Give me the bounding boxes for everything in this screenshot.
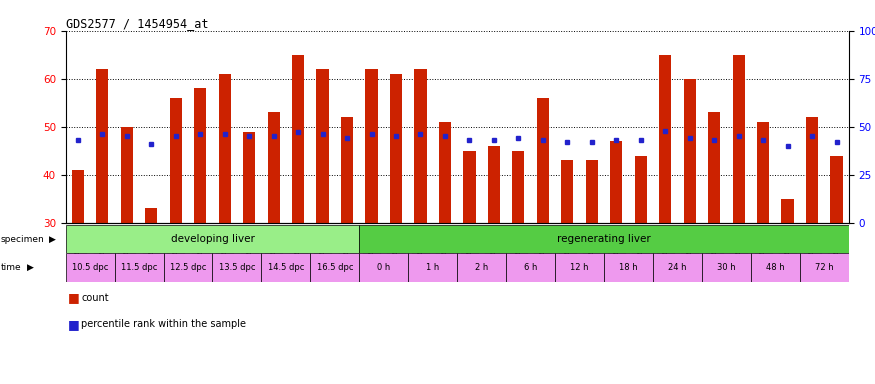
Text: 11.5 dpc: 11.5 dpc [121,263,158,272]
Bar [800,253,849,282]
Bar [341,117,354,223]
Text: 2 h: 2 h [475,263,488,272]
Text: 0 h: 0 h [377,263,390,272]
Text: 72 h: 72 h [815,263,834,272]
Bar [659,55,671,223]
Bar [506,253,555,282]
Text: ■: ■ [68,318,80,331]
Bar [292,55,304,223]
Bar [555,253,604,282]
Bar [708,112,720,223]
Bar [317,69,329,223]
Text: ■: ■ [68,291,80,304]
Bar [634,156,647,223]
Text: 12 h: 12 h [570,263,589,272]
Bar [360,225,849,253]
Bar [262,253,311,282]
Bar [702,253,751,282]
Bar [66,253,115,282]
Text: developing liver: developing liver [171,234,255,244]
Bar [194,88,206,223]
Text: 12.5 dpc: 12.5 dpc [170,263,206,272]
Text: 13.5 dpc: 13.5 dpc [219,263,256,272]
Bar [561,161,573,223]
Text: 10.5 dpc: 10.5 dpc [72,263,108,272]
Bar [219,74,231,223]
Bar [830,156,843,223]
Text: ▶: ▶ [49,235,56,243]
Bar [751,253,800,282]
Text: 1 h: 1 h [426,263,439,272]
Bar [415,69,427,223]
Bar [610,141,622,223]
Bar [487,146,500,223]
Bar [757,122,769,223]
Text: specimen: specimen [1,235,45,243]
Bar [268,112,280,223]
Bar [145,208,158,223]
Bar [121,127,133,223]
Bar [463,151,475,223]
Bar [366,69,378,223]
Text: count: count [81,293,109,303]
Bar [806,117,818,223]
Bar [585,161,598,223]
Bar [781,199,794,223]
Text: GDS2577 / 1454954_at: GDS2577 / 1454954_at [66,17,208,30]
Text: ▶: ▶ [27,263,34,272]
Bar [243,131,256,223]
Bar [390,74,402,223]
Bar [96,69,108,223]
Bar [164,253,213,282]
Bar [604,253,653,282]
Text: 24 h: 24 h [668,263,687,272]
Bar [536,98,549,223]
Text: regenerating liver: regenerating liver [557,234,651,244]
Bar [458,253,506,282]
Bar [360,253,409,282]
Bar [683,79,696,223]
Bar [213,253,262,282]
Bar [732,55,745,223]
Text: time: time [1,263,22,272]
Bar [439,122,452,223]
Text: 14.5 dpc: 14.5 dpc [268,263,304,272]
Bar [311,253,360,282]
Text: 6 h: 6 h [524,263,537,272]
Text: 18 h: 18 h [620,263,638,272]
Bar [72,170,84,223]
Bar [170,98,182,223]
Bar [66,225,360,253]
Text: percentile rank within the sample: percentile rank within the sample [81,319,247,329]
Text: 48 h: 48 h [766,263,785,272]
Text: 30 h: 30 h [718,263,736,272]
Text: 16.5 dpc: 16.5 dpc [317,263,354,272]
Bar [115,253,164,282]
Bar [512,151,524,223]
Bar [409,253,458,282]
Bar [653,253,702,282]
